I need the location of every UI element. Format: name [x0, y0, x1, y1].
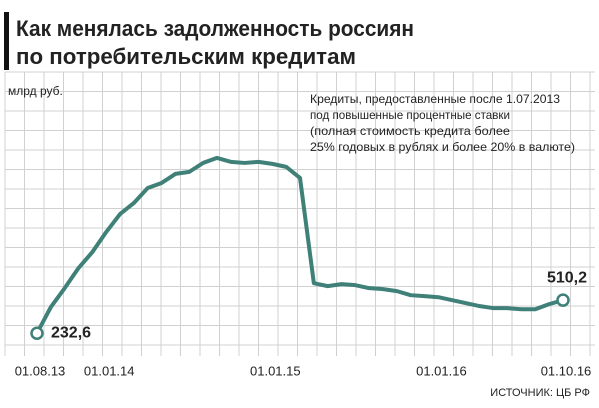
title-bar	[4, 12, 9, 70]
point-marker	[30, 326, 44, 340]
point-marker	[556, 293, 570, 307]
x-tick-label: 01.01.15	[250, 363, 301, 378]
x-tick-label: 01.08.13	[15, 363, 66, 378]
value-label: 510,2	[547, 269, 587, 286]
line	[35, 155, 564, 335]
annotation: Кредиты, предоставленные после 1.07.2013	[310, 92, 560, 106]
annotation: (полная стоимость кредита более	[310, 124, 510, 138]
x-tick-label: 01.10.16	[541, 363, 592, 378]
value-label: 232,6	[51, 324, 91, 341]
chart-title: по потребительским кредитам	[16, 44, 356, 69]
annotation: под повышенные процентные ставки	[310, 108, 510, 122]
x-tick-label: 01.01.16	[416, 363, 467, 378]
grid	[4, 71, 595, 356]
annotation: 25% годовых в рублях и более 20% в валют…	[310, 140, 575, 154]
y-axis-label: млрд руб.	[8, 84, 63, 98]
x-tick-label: 01.01.14	[84, 363, 135, 378]
source: ИСТОЧНИК: ЦБ РФ	[490, 387, 590, 399]
chart-title: Как менялась задолженность россиян	[16, 16, 414, 41]
